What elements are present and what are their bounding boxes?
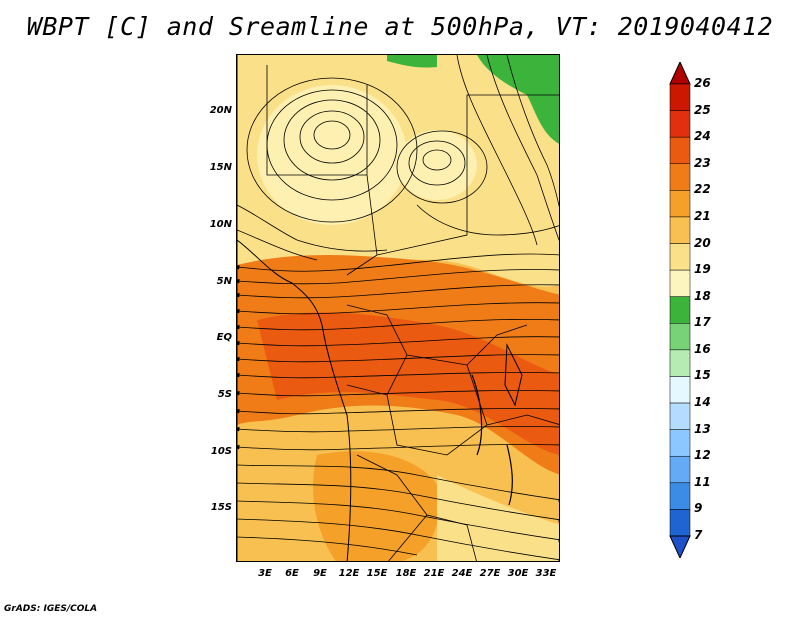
colorbar-label: 11	[694, 474, 711, 489]
colorbar-swatch	[669, 190, 691, 218]
colorbar-swatch	[669, 243, 691, 271]
map-title: WBPT [C] and Sreamline at 500hPa, VT: 20…	[26, 12, 774, 41]
borders-central	[346, 304, 559, 456]
lake-victoria	[504, 343, 523, 407]
colorbar-label: 26	[694, 76, 711, 90]
field-green-patch	[387, 55, 437, 68]
colorbar-label: 22	[694, 182, 711, 197]
colorbar-swatch	[669, 429, 691, 457]
colorbar-swatch	[669, 482, 691, 510]
colorbar-label: 13	[694, 421, 711, 436]
colorbar-swatch	[669, 83, 691, 111]
borders-south	[356, 454, 477, 561]
map-panel	[236, 54, 560, 562]
cyclone-core	[257, 85, 407, 225]
colorbar-swatch	[669, 296, 691, 324]
colorbar	[669, 62, 691, 558]
grads-credit: GrADS: IGES/COLA	[4, 604, 98, 614]
lat-label: 10N	[209, 219, 232, 230]
lat-label: 5N	[216, 276, 232, 287]
field-green-ne	[477, 55, 559, 144]
colorbar-label: 16	[694, 341, 711, 356]
lon-label: 33E	[535, 568, 557, 579]
colorbar-swatch	[669, 110, 691, 138]
colorbar-label: 23	[694, 155, 711, 170]
colorbar-swatch	[669, 509, 691, 537]
colorbar-swatch	[669, 216, 691, 244]
lat-label: 20N	[209, 105, 232, 116]
lat-label: 15S	[210, 502, 232, 513]
field-band-23	[257, 312, 559, 455]
wbpt-streamline-map	[237, 55, 559, 561]
lat-label: 10S	[210, 446, 232, 457]
colorbar-swatch	[669, 136, 691, 165]
colorbar-label: 25	[694, 102, 711, 117]
lake-tanganyika	[471, 374, 483, 456]
colorbar-label: 9	[694, 501, 703, 516]
colorbar-label: 18	[694, 288, 711, 303]
lake-malawi	[506, 444, 513, 506]
lat-label: EQ	[216, 332, 232, 343]
lon-label: 27E	[479, 568, 501, 579]
lat-label: 15N	[209, 162, 232, 173]
colorbar-label: 7	[694, 528, 703, 542]
colorbar-swatch	[669, 323, 691, 351]
colorbar-label: 24	[694, 129, 711, 144]
lon-label: 30E	[507, 568, 529, 579]
lon-label: 12E	[338, 568, 360, 579]
colorbar-label: 19	[694, 262, 711, 277]
lon-label: 9E	[313, 568, 327, 579]
lon-label: 6E	[285, 568, 299, 579]
colorbar-label: 21	[694, 208, 711, 223]
lon-label: 15E	[366, 568, 388, 579]
colorbar-label: 12	[694, 448, 711, 463]
colorbar-swatch	[669, 376, 691, 404]
colorbar-swatch	[669, 455, 691, 484]
colorbar-swatch	[669, 269, 691, 297]
lon-label: 18E	[395, 568, 417, 579]
colorbar-swatch	[669, 349, 691, 377]
colorbar-label: 20	[694, 235, 711, 250]
colorbar-label: 17	[694, 315, 711, 330]
lon-label: 21E	[423, 568, 445, 579]
colorbar-swatch	[669, 163, 691, 191]
colorbar-top-arrow	[669, 62, 691, 85]
lon-label: 24E	[451, 568, 473, 579]
colorbar-label: 15	[694, 368, 711, 383]
colorbar-bottom-arrow	[669, 535, 691, 558]
streamlines	[237, 55, 559, 561]
lat-label: 5S	[217, 389, 232, 400]
colorbar-label: 14	[694, 395, 711, 410]
field-band-19-se	[437, 475, 559, 561]
coastline	[237, 239, 352, 561]
lon-label: 3E	[258, 568, 272, 579]
colorbar-swatch	[669, 402, 691, 430]
